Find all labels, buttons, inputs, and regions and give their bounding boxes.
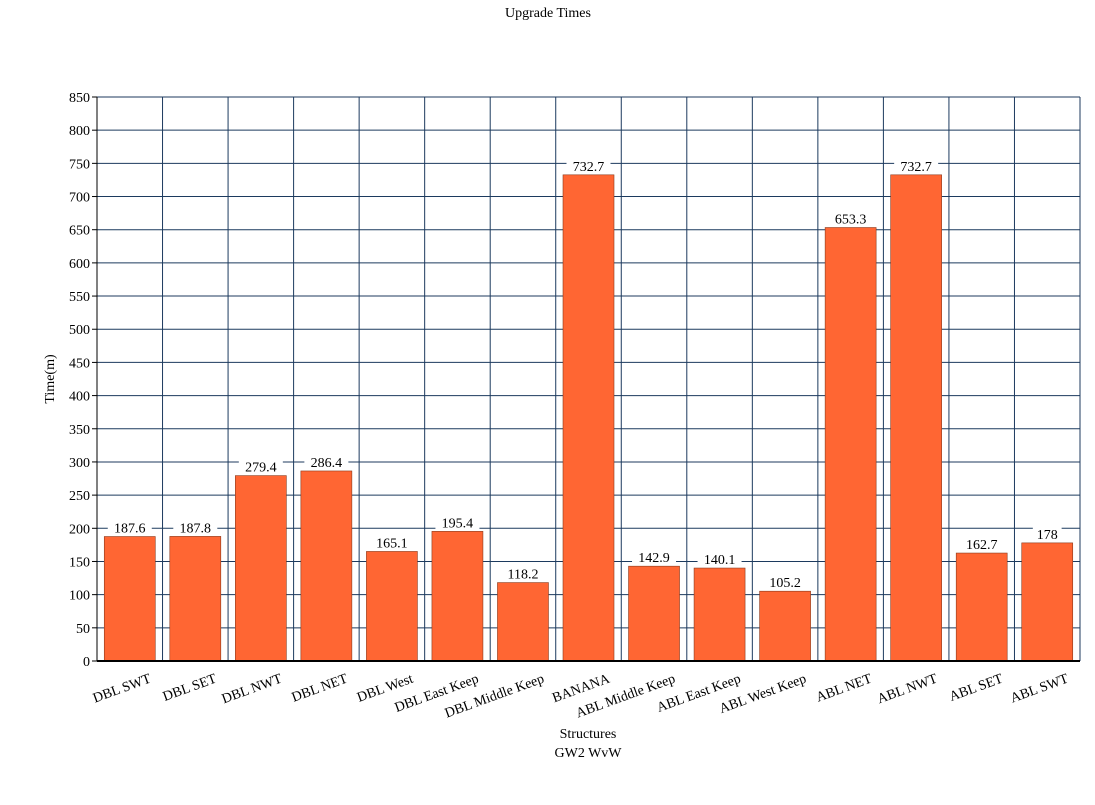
axes: [96, 97, 1080, 662]
y-tick-label: 500: [69, 323, 90, 338]
chart-subtitle: GW2 WvW: [555, 746, 623, 761]
data-label: 195.4: [442, 516, 474, 531]
bar: [431, 531, 484, 662]
x-tick-label: DBL SET: [161, 672, 219, 705]
data-label: 187.8: [180, 521, 212, 536]
data-label-bg: [566, 157, 611, 173]
bar: [693, 567, 746, 662]
data-label-bg: [632, 549, 677, 565]
bar: [890, 174, 942, 662]
data-label: 732.7: [900, 160, 932, 175]
data-labels: 187.6 187.8 279.4 286.4 165.1 195.4 118.2 732.7…: [107, 157, 1062, 591]
data-label-bg: [304, 453, 349, 469]
data-label-bg: [107, 519, 152, 535]
data-label: 732.7: [573, 160, 605, 175]
bar: [300, 470, 353, 662]
x-tick-label: ABL SET: [947, 672, 1005, 705]
data-label-bg: [369, 534, 414, 550]
bar: [562, 174, 615, 662]
bar: [824, 227, 877, 662]
y-tick-label: 50: [76, 622, 90, 637]
bar: [103, 536, 156, 662]
data-label-bg: [1032, 525, 1062, 541]
bars: [103, 174, 1074, 662]
x-tick-label: ABL SWT: [1009, 672, 1071, 707]
bar: [169, 536, 222, 662]
data-label: 140.1: [704, 553, 736, 568]
y-tick-label: 300: [69, 456, 90, 471]
bar: [497, 582, 549, 662]
y-tick-label: 700: [69, 191, 90, 206]
data-label-bg: [173, 519, 218, 535]
y-tick-label: 250: [69, 489, 90, 504]
data-label-bg: [828, 210, 873, 226]
data-label: 165.1: [376, 536, 408, 551]
data-label: 178: [1037, 528, 1058, 543]
y-tick-label: 550: [69, 290, 90, 305]
data-label: 162.7: [966, 538, 998, 553]
x-tick-label: DBL NET: [290, 672, 350, 706]
bar: [366, 551, 418, 662]
data-label: 286.4: [311, 456, 343, 471]
chart-title: Upgrade Times: [505, 6, 591, 21]
y-tick-label: 100: [69, 589, 90, 604]
x-tick-labels: DBL SWT DBL SET DBL NWT DBL NET DBL WestDBL …: [91, 671, 1071, 721]
x-tick-label: ABL NET: [814, 672, 874, 706]
bar: [1021, 542, 1074, 662]
bar: [628, 565, 680, 662]
y-tick-label: 200: [69, 522, 90, 537]
bar: [955, 552, 1008, 662]
x-tick-label: DBL NWT: [220, 672, 285, 708]
data-label: 142.9: [638, 551, 670, 566]
data-label-bg: [763, 574, 808, 590]
y-tick-label: 0: [83, 655, 90, 670]
x-tick-label: ABL NWT: [875, 672, 940, 708]
bar: [759, 590, 811, 662]
y-tick-label: 850: [69, 91, 90, 106]
y-tick-label: 600: [69, 257, 90, 272]
y-tick-label: 450: [69, 356, 90, 371]
data-label: 653.3: [835, 213, 867, 228]
y-tick-label: 400: [69, 390, 90, 405]
data-label-bg: [959, 536, 1004, 552]
y-tick-label: 800: [69, 124, 90, 139]
x-axis-label: Structures: [560, 727, 617, 742]
data-label: 118.2: [507, 568, 538, 583]
x-tick-label: DBL SWT: [91, 672, 153, 707]
data-label-bg: [500, 565, 545, 581]
y-tick-label: 350: [69, 423, 90, 438]
y-tick-label: 150: [69, 555, 90, 570]
y-axis-label: Time(m): [43, 354, 58, 404]
data-label-bg: [894, 157, 939, 173]
y-tick-label: 750: [69, 157, 90, 172]
data-label-bg: [238, 458, 283, 474]
data-label-bg: [697, 551, 742, 567]
data-label: 279.4: [245, 461, 277, 476]
data-label: 105.2: [769, 576, 801, 591]
data-label: 187.6: [114, 522, 146, 537]
bar: [235, 475, 287, 662]
data-label-bg: [435, 514, 480, 530]
y-tick-label: 650: [69, 224, 90, 239]
y-tick-labels: 0 50 100 150 200 250 300 350 400 450 500 550 600 650 7…: [69, 91, 97, 670]
